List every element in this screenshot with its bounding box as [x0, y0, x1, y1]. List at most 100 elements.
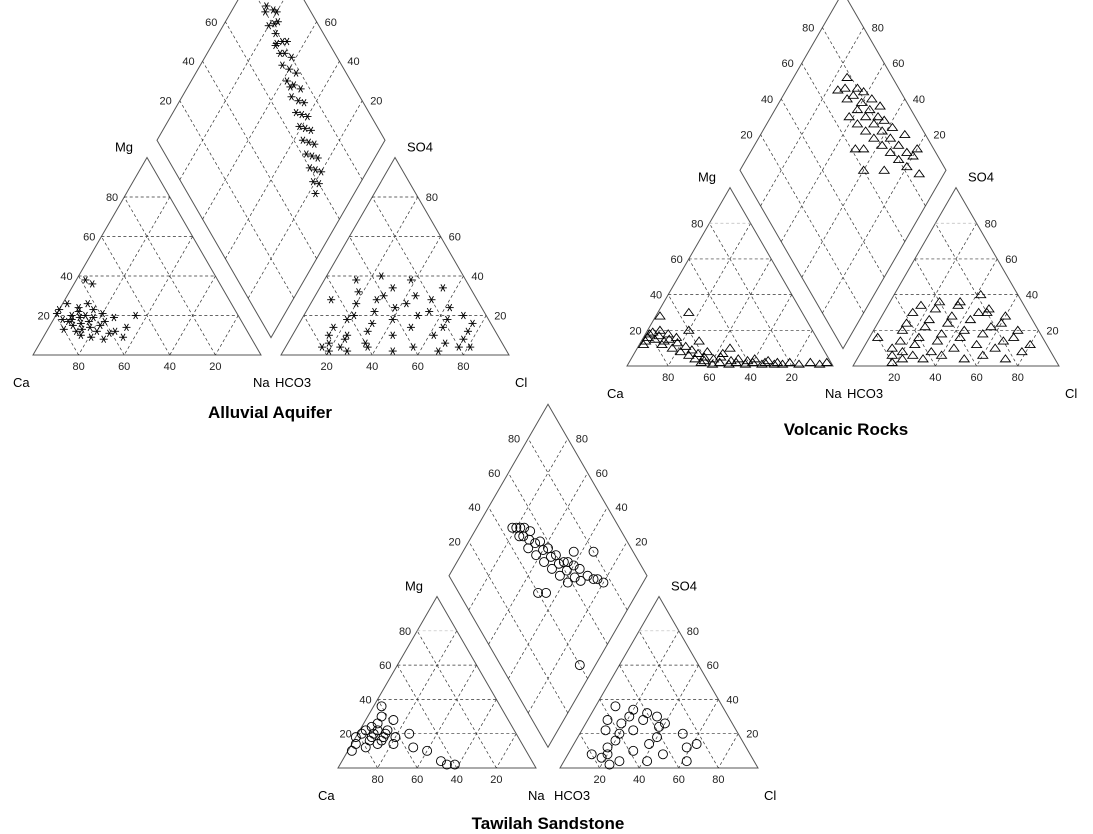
cation-grid-line [709, 258, 772, 367]
diamond-sample-point [588, 546, 599, 557]
diamond-sample-point [839, 83, 851, 92]
cation-sample-point [111, 327, 120, 336]
anion-right-tick-label: 60 [1005, 254, 1017, 266]
anion-right-tick-label: 40 [471, 271, 483, 283]
cation-sample-point [89, 313, 98, 322]
cation-sample-point [99, 335, 108, 343]
anion-sample-point [602, 715, 613, 725]
anion-right-tick-label: 20 [494, 311, 506, 323]
diamond-left-tick-label: 80 [802, 23, 814, 35]
diamond-grid-line [760, 134, 864, 314]
anion-sample-point [1011, 325, 1024, 334]
cation-sample-point [804, 357, 817, 366]
cation-sample-point [732, 354, 745, 363]
anion-sample-point [654, 721, 664, 732]
anion-sample-point [948, 343, 960, 352]
anion-sample-point [388, 347, 397, 355]
diamond-sample-point [876, 140, 889, 149]
chart-title: Volcanic Rocks [784, 420, 908, 439]
anion-sample-point [1016, 346, 1028, 356]
anion-vertex-label-so4: SO4 [407, 140, 433, 155]
anion-sample-point [935, 329, 948, 338]
anion-sample-point [894, 336, 907, 345]
cation-sample-point [67, 311, 76, 320]
anion-sample-point [441, 339, 450, 347]
cation-grid-line [397, 664, 458, 769]
diamond-grid-line [801, 98, 906, 278]
cation-sample-point [441, 759, 452, 770]
anion-sample-point [324, 347, 333, 355]
cation-sample-point [78, 325, 87, 334]
anion-sample-point [886, 350, 899, 359]
diamond-sample-point [300, 99, 309, 107]
diamond-sample-point [535, 536, 546, 547]
anion-sample-point [443, 315, 452, 324]
cation-bottom-tick-label: 20 [786, 372, 798, 384]
cation-sample-point [689, 354, 701, 363]
diamond-grid-line [508, 472, 608, 645]
diamond-sample-point [314, 179, 323, 188]
cation-sample-point [776, 359, 789, 368]
cation-sample-point [671, 338, 684, 347]
diamond-sample-point [285, 65, 294, 73]
anion-sample-point [406, 323, 415, 332]
anion-sample-point [900, 318, 913, 327]
cation-sample-point [813, 359, 826, 368]
anion-grid-line [914, 258, 977, 367]
cation-sample-point [762, 355, 774, 365]
cation-sample-point [695, 357, 708, 366]
anion-sample-point [1007, 332, 1020, 341]
anion-sample-point [935, 350, 948, 359]
anion-sample-point [896, 354, 909, 363]
diamond-right-tick-label: 20 [370, 96, 382, 108]
cation-sample-point [376, 701, 387, 712]
cation-sample-point [698, 352, 711, 361]
cation-bottom-tick-label: 20 [490, 774, 502, 786]
cation-sample-point [72, 327, 81, 336]
diamond-sample-point [558, 557, 569, 567]
anion-grid-line [371, 236, 441, 356]
anion-sample-point [388, 331, 397, 339]
anion-sample-point [466, 343, 475, 351]
diamond-sample-point [310, 140, 319, 148]
chart-title: Tawilah Sandstone [472, 814, 625, 833]
cation-sample-point [100, 317, 109, 326]
diamond-sample-point [907, 151, 919, 160]
anion-sample-point [908, 339, 921, 349]
cation-sample-point [388, 739, 399, 749]
anion-grid-line [463, 315, 487, 356]
diamond-right-tick-label: 40 [347, 56, 359, 68]
diamond-left-tick-label: 40 [468, 502, 480, 514]
diamond-sample-point [568, 560, 579, 571]
anion-sample-point [445, 303, 454, 312]
anion-sample-point [970, 339, 983, 349]
anion-bottom-tick-label: 20 [320, 361, 332, 373]
cation-sample-point [741, 355, 754, 365]
anion-grid-line [417, 275, 464, 356]
cation-sample-point [105, 329, 114, 337]
anion-sample-point [377, 272, 386, 280]
diamond-sample-point [562, 577, 573, 588]
anion-sample-point [923, 314, 936, 324]
cation-sample-point [346, 745, 357, 756]
cation-sample-point [692, 348, 704, 357]
cation-sample-point [366, 732, 377, 743]
cation-sample-point [725, 355, 737, 365]
anion-sample-point [602, 749, 613, 760]
cation-left-tick-label: 60 [83, 232, 95, 244]
diamond-sample-point [531, 550, 542, 561]
anion-sample-point [604, 759, 615, 770]
cation-sample-point [372, 739, 383, 749]
cation-grid-line [78, 196, 171, 356]
anion-sample-point [391, 303, 399, 312]
diamond-right-tick-label: 60 [325, 17, 337, 29]
anion-bottom-tick-label: 40 [929, 372, 941, 384]
diamond-left-tick-label: 40 [761, 94, 773, 106]
cation-vertex-label-mg: Mg [405, 579, 423, 594]
diamond-right-tick-label: 80 [576, 434, 588, 446]
anion-sample-point [628, 745, 639, 756]
diamond-grid-line [780, 98, 885, 278]
diamond-sample-point [262, 2, 271, 10]
anion-sample-point [327, 296, 336, 304]
